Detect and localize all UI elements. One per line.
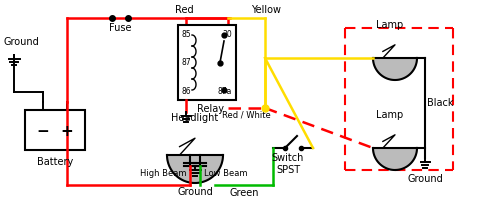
Text: Ground: Ground (3, 37, 39, 47)
Text: 85: 85 (182, 30, 192, 39)
Text: Ground: Ground (177, 187, 213, 197)
Bar (178, 25, 236, 100)
Polygon shape (167, 155, 223, 183)
Text: Lamp: Lamp (376, 20, 404, 30)
Bar (25, 110, 85, 150)
Text: +: + (60, 124, 74, 140)
Text: Relay: Relay (198, 104, 224, 114)
Text: Fuse: Fuse (109, 23, 131, 33)
Text: Switch
SPST: Switch SPST (272, 153, 304, 175)
Text: 87: 87 (182, 58, 192, 67)
Text: Low Beam: Low Beam (204, 169, 248, 178)
Text: 87a: 87a (218, 87, 232, 96)
Text: −: − (36, 124, 50, 140)
Text: Red / White: Red / White (222, 111, 271, 120)
Text: Black: Black (427, 98, 454, 108)
Text: Green: Green (229, 188, 259, 198)
Text: 86: 86 (182, 87, 192, 96)
Text: 30: 30 (222, 30, 232, 39)
Text: Headlight: Headlight (172, 113, 218, 123)
Text: Yellow: Yellow (252, 5, 282, 15)
Text: Lamp: Lamp (376, 110, 404, 120)
Text: Ground: Ground (407, 174, 443, 184)
Text: Red: Red (174, 5, 194, 15)
Polygon shape (373, 58, 417, 80)
Polygon shape (373, 148, 417, 170)
Text: High Beam: High Beam (140, 169, 186, 178)
Text: Battery: Battery (37, 157, 73, 167)
